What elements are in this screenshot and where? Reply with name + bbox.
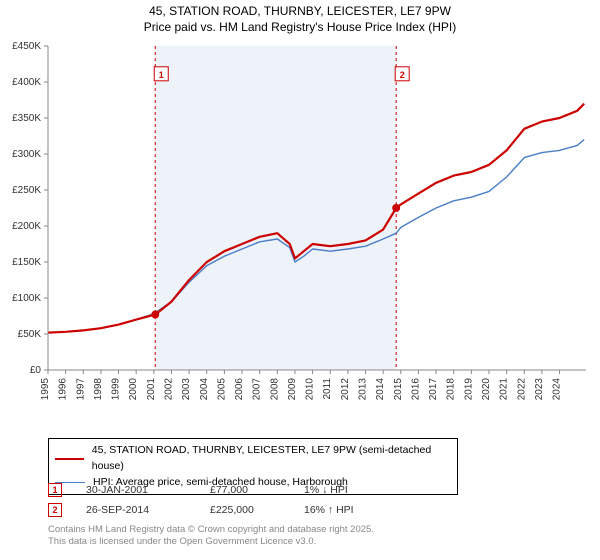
transaction-marker-2: 2 bbox=[48, 503, 62, 517]
svg-text:2012: 2012 bbox=[340, 378, 351, 401]
svg-text:2022: 2022 bbox=[516, 378, 527, 401]
transaction-price: £77,000 bbox=[210, 484, 280, 496]
title-line1: 45, STATION ROAD, THURNBY, LEICESTER, LE… bbox=[0, 4, 600, 20]
svg-text:2023: 2023 bbox=[534, 378, 545, 401]
svg-text:£0: £0 bbox=[30, 365, 42, 376]
svg-text:2004: 2004 bbox=[199, 378, 210, 401]
svg-text:£100K: £100K bbox=[12, 293, 41, 304]
svg-text:2015: 2015 bbox=[393, 378, 404, 401]
svg-text:2006: 2006 bbox=[234, 378, 245, 401]
footer-line1: Contains HM Land Registry data © Crown c… bbox=[48, 524, 374, 536]
table-row: 2 26-SEP-2014 £225,000 16% ↑ HPI bbox=[48, 500, 404, 520]
title-block: 45, STATION ROAD, THURNBY, LEICESTER, LE… bbox=[0, 0, 600, 35]
transaction-pct: 16% ↑ HPI bbox=[304, 504, 404, 516]
svg-text:2016: 2016 bbox=[410, 378, 421, 401]
line-chart: £0£50K£100K£150K£200K£250K£300K£350K£400… bbox=[48, 44, 588, 404]
svg-text:2020: 2020 bbox=[481, 378, 492, 401]
svg-text:2024: 2024 bbox=[552, 378, 563, 401]
svg-text:£400K: £400K bbox=[12, 77, 41, 88]
transaction-date: 26-SEP-2014 bbox=[86, 504, 186, 516]
title-line2: Price paid vs. HM Land Registry's House … bbox=[0, 20, 600, 36]
legend-label-price: 45, STATION ROAD, THURNBY, LEICESTER, LE… bbox=[92, 443, 451, 475]
svg-text:£300K: £300K bbox=[12, 149, 41, 160]
svg-text:2003: 2003 bbox=[181, 378, 192, 401]
svg-text:2008: 2008 bbox=[269, 378, 280, 401]
svg-text:2014: 2014 bbox=[375, 378, 386, 401]
transaction-pct: 1% ↓ HPI bbox=[304, 484, 404, 496]
svg-text:1996: 1996 bbox=[58, 378, 69, 401]
transaction-date: 30-JAN-2001 bbox=[86, 484, 186, 496]
svg-text:1: 1 bbox=[159, 70, 164, 80]
svg-text:£50K: £50K bbox=[18, 329, 42, 340]
svg-text:2010: 2010 bbox=[305, 378, 316, 401]
svg-text:2018: 2018 bbox=[446, 378, 457, 401]
svg-text:2005: 2005 bbox=[216, 378, 227, 401]
svg-text:£350K: £350K bbox=[12, 113, 41, 124]
transaction-price: £225,000 bbox=[210, 504, 280, 516]
transaction-table: 1 30-JAN-2001 £77,000 1% ↓ HPI 2 26-SEP-… bbox=[48, 480, 404, 520]
legend-swatch-price bbox=[55, 458, 84, 460]
svg-text:£150K: £150K bbox=[12, 257, 41, 268]
svg-text:2021: 2021 bbox=[499, 378, 510, 401]
table-row: 1 30-JAN-2001 £77,000 1% ↓ HPI bbox=[48, 480, 404, 500]
svg-text:2019: 2019 bbox=[463, 378, 474, 401]
svg-text:2011: 2011 bbox=[322, 378, 333, 400]
svg-text:2002: 2002 bbox=[163, 378, 174, 401]
svg-text:2001: 2001 bbox=[146, 378, 157, 401]
svg-text:2009: 2009 bbox=[287, 378, 298, 401]
svg-text:£200K: £200K bbox=[12, 221, 41, 232]
svg-text:2: 2 bbox=[400, 70, 405, 80]
svg-text:1999: 1999 bbox=[111, 378, 122, 401]
svg-text:£450K: £450K bbox=[12, 41, 41, 52]
chart-container: 45, STATION ROAD, THURNBY, LEICESTER, LE… bbox=[0, 0, 600, 560]
transaction-marker-1: 1 bbox=[48, 483, 62, 497]
svg-text:2000: 2000 bbox=[128, 378, 139, 401]
svg-text:£250K: £250K bbox=[12, 185, 41, 196]
svg-text:2013: 2013 bbox=[358, 378, 369, 401]
svg-text:1998: 1998 bbox=[93, 378, 104, 401]
svg-text:1997: 1997 bbox=[75, 378, 86, 401]
footer-line2: This data is licensed under the Open Gov… bbox=[48, 536, 374, 548]
legend-item-price: 45, STATION ROAD, THURNBY, LEICESTER, LE… bbox=[55, 443, 451, 475]
footer: Contains HM Land Registry data © Crown c… bbox=[48, 524, 374, 548]
svg-text:2017: 2017 bbox=[428, 378, 439, 401]
svg-text:2007: 2007 bbox=[252, 378, 263, 401]
svg-text:1995: 1995 bbox=[40, 378, 51, 401]
